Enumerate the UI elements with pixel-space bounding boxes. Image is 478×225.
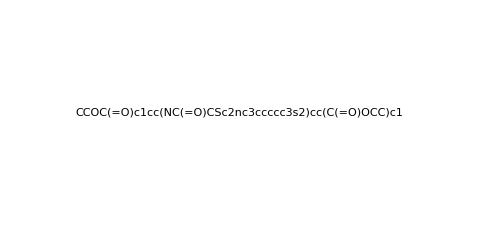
Text: CCOC(=O)c1cc(NC(=O)CSc2nc3ccccc3s2)cc(C(=O)OCC)c1: CCOC(=O)c1cc(NC(=O)CSc2nc3ccccc3s2)cc(C(… [75,108,403,117]
